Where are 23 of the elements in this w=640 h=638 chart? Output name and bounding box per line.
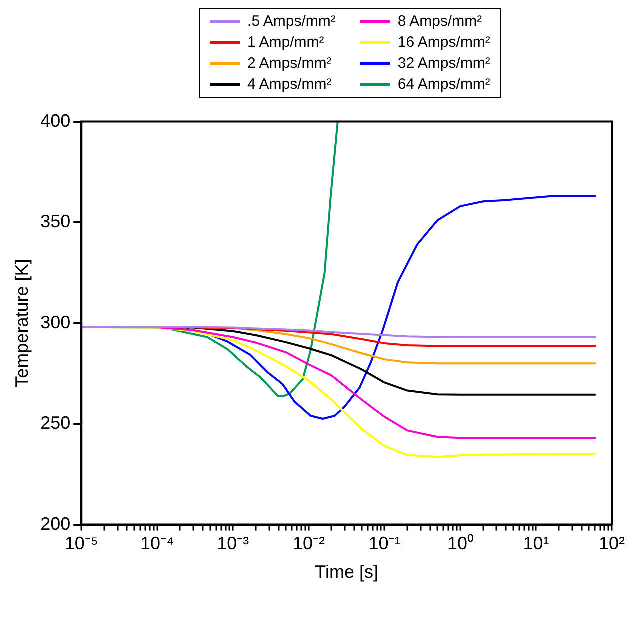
- y-tick-label: 200: [40, 514, 71, 534]
- x-tick-label: 10⁰: [447, 534, 474, 554]
- legend-label: .5 Amps/mm²: [248, 13, 336, 30]
- x-tick-label: 10¹: [523, 534, 550, 554]
- y-tick-label: 250: [40, 413, 71, 434]
- legend-label: 1 Amp/mm²: [248, 34, 324, 51]
- y-tick-label: 350: [40, 212, 71, 232]
- x-tick-label: 10⁻⁵: [64, 534, 98, 554]
- x-axis-title: Time [s]: [315, 562, 378, 582]
- legend-label: 32 Amps/mm²: [398, 55, 490, 72]
- x-tick-label: 10⁻³: [217, 534, 250, 554]
- y-axis-title: Temperature [K]: [12, 259, 32, 388]
- x-tick-label: 10²: [598, 534, 626, 554]
- x-tick-label: 10⁻⁴: [140, 534, 174, 554]
- x-tick-label: 10⁻²: [292, 534, 325, 554]
- legend-label: 4 Amps/mm²: [248, 76, 332, 93]
- legend-label: 16 Amps/mm²: [398, 34, 490, 51]
- y-tick-label: 400: [40, 110, 71, 131]
- legend-label: 8 Amps/mm²: [398, 13, 482, 30]
- legend-label: 64 Amps/mm²: [398, 76, 490, 93]
- legend-label: 2 Amps/mm²: [248, 55, 332, 72]
- y-tick-label: 300: [40, 312, 71, 332]
- x-tick-label: 10⁻¹: [368, 534, 401, 554]
